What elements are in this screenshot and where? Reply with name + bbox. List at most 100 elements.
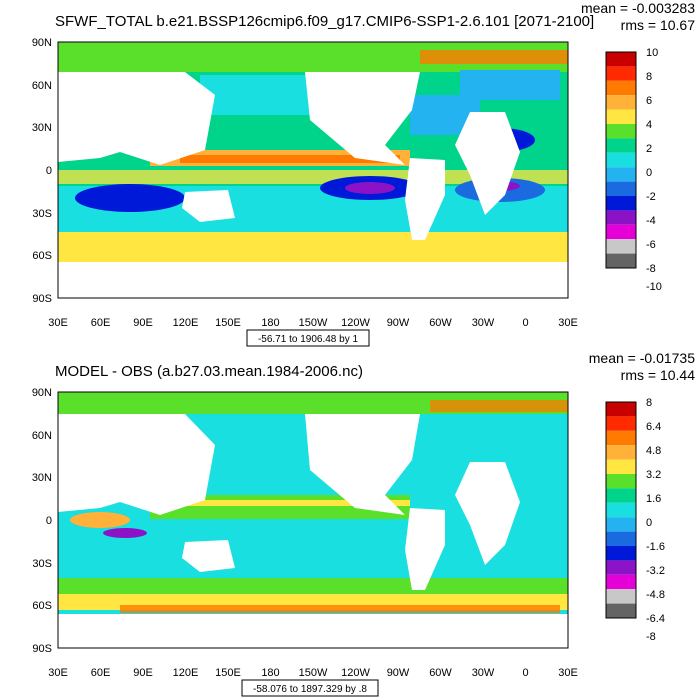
colorbar-swatch — [606, 52, 636, 67]
colorbar-label: -8 — [646, 631, 656, 643]
lon-label: 150W — [299, 317, 328, 329]
lat-label: 90N — [32, 387, 52, 399]
lon-label: 180 — [261, 317, 279, 329]
colorbar-label: -6 — [646, 239, 656, 251]
map-panel-1: SFWF_TOTAL b.e21.BSSP126cmip6.f09_g17.CM… — [32, 0, 696, 347]
lon-label: 0 — [522, 667, 528, 679]
colorbar — [605, 51, 637, 269]
colorbar-label: 3.2 — [646, 469, 661, 481]
lon-label: 60W — [429, 667, 452, 679]
lat-label: 90S — [32, 643, 52, 655]
colorbar-swatch — [606, 80, 636, 96]
colorbar-swatch — [606, 445, 636, 460]
lat-label: 60N — [32, 430, 52, 442]
colorbar-swatch — [606, 517, 636, 532]
colorbar-swatch — [606, 152, 636, 168]
colorbar-label: -1.6 — [646, 541, 665, 553]
range-note: -56.71 to 1906.48 by 1 — [258, 334, 359, 345]
colorbar-label: -2 — [646, 191, 656, 203]
lon-label: 30E — [48, 317, 68, 329]
map-field — [58, 392, 568, 648]
map-title: SFWF_TOTAL b.e21.BSSP126cmip6.f09_g17.CM… — [55, 13, 594, 30]
colorbar-swatch — [606, 66, 636, 81]
colorbar-label: -4 — [646, 215, 656, 227]
range-note: -58.076 to 1897.329 by .8 — [253, 684, 367, 695]
colorbar-swatch — [606, 224, 636, 240]
rms-stat: rms = 10.44 — [621, 367, 696, 383]
latitude-axis: 90N 60N 30N 0 30S 60S 90S — [32, 37, 52, 305]
lon-label: 150E — [215, 317, 241, 329]
lon-label: 90W — [387, 667, 410, 679]
colorbar-swatch — [606, 181, 636, 196]
rms-stat: rms = 10.67 — [621, 17, 696, 33]
colorbar-swatch — [606, 546, 636, 561]
lon-label: 90E — [133, 667, 153, 679]
colorbar-label: 8 — [646, 71, 652, 83]
longitude-axis: 30E 60E 90E 120E 150E 180 150W 120W 90W … — [48, 667, 578, 679]
lon-label: 30E — [48, 667, 68, 679]
colorbar-labels: 8 6.4 4.8 3.2 1.6 0 -1.6 -3.2 -4.8 -6.4 … — [646, 397, 665, 643]
lon-label: 30W — [472, 317, 495, 329]
map-title: MODEL - OBS (a.b27.03.mean.1984-2006.nc) — [55, 363, 363, 380]
colorbar-swatch — [606, 210, 636, 225]
colorbar-swatch — [606, 95, 636, 110]
map-panel-2: MODEL - OBS (a.b27.03.mean.1984-2006.nc)… — [0, 350, 700, 700]
mean-stat: mean = -0.01735 — [589, 350, 695, 366]
lon-label: 60E — [91, 317, 111, 329]
colorbar-swatch — [606, 474, 636, 489]
lat-label: 60S — [32, 600, 52, 612]
latitude-axis: 90N 60N 30N 0 30S 60S 90S — [32, 387, 52, 655]
colorbar-swatch — [606, 196, 636, 211]
lat-label: 90S — [32, 293, 52, 305]
lat-label: 30S — [32, 208, 52, 220]
colorbar-swatch — [606, 488, 636, 503]
lon-label: 30E — [558, 667, 578, 679]
colorbar-swatch — [606, 531, 636, 546]
lon-label: 60W — [429, 317, 452, 329]
lat-label: 90N — [32, 37, 52, 49]
map-figure-2: MODEL - OBS (a.b27.03.mean.1984-2006.nc)… — [32, 350, 696, 697]
lon-label: 30E — [558, 317, 578, 329]
map-frame — [57, 41, 569, 299]
colorbar-label: 6.4 — [646, 421, 661, 433]
colorbar-label: 10 — [646, 47, 658, 59]
colorbar-label: 1.6 — [646, 493, 661, 505]
longitude-axis: 30E 60E 90E 120E 150E 180 150W 120W 90W … — [48, 317, 578, 329]
map-figure-1: SFWF_TOTAL b.e21.BSSP126cmip6.f09_g17.CM… — [32, 0, 696, 347]
colorbar-swatch — [606, 239, 636, 254]
lat-label: 0 — [46, 515, 52, 527]
lon-label: 0 — [522, 317, 528, 329]
colorbar-swatch — [606, 589, 636, 604]
colorbar-label: 4.8 — [646, 445, 661, 457]
lon-label: 90E — [133, 317, 153, 329]
colorbar-label: -8 — [646, 263, 656, 275]
colorbar — [605, 401, 637, 619]
colorbar-label: -3.2 — [646, 565, 665, 577]
lon-label: 60E — [91, 667, 111, 679]
colorbar-swatch — [606, 167, 636, 182]
lat-label: 60N — [32, 80, 52, 92]
lon-label: 150W — [299, 667, 328, 679]
map-field — [58, 42, 568, 298]
colorbar-swatch — [606, 402, 636, 417]
colorbar-swatch — [606, 253, 636, 268]
colorbar-swatch — [606, 430, 636, 446]
lon-label: 120E — [173, 667, 199, 679]
lat-label: 30N — [32, 472, 52, 484]
colorbar-label: 0 — [646, 167, 652, 179]
mean-stat: mean = -0.003283 — [581, 0, 695, 16]
colorbar-swatch — [606, 124, 636, 139]
colorbar-swatch — [606, 574, 636, 590]
colorbar-swatch — [606, 603, 636, 618]
lon-label: 30W — [472, 667, 495, 679]
colorbar-swatch — [606, 560, 636, 575]
lon-label: 120W — [341, 667, 370, 679]
lon-label: 90W — [387, 317, 410, 329]
colorbar-label: 2 — [646, 143, 652, 155]
colorbar-label: 4 — [646, 119, 652, 131]
range-note-box — [241, 679, 379, 697]
colorbar-swatch — [606, 138, 636, 153]
lon-label: 120E — [173, 317, 199, 329]
map-frame — [57, 391, 569, 649]
range-note-box — [246, 329, 370, 347]
